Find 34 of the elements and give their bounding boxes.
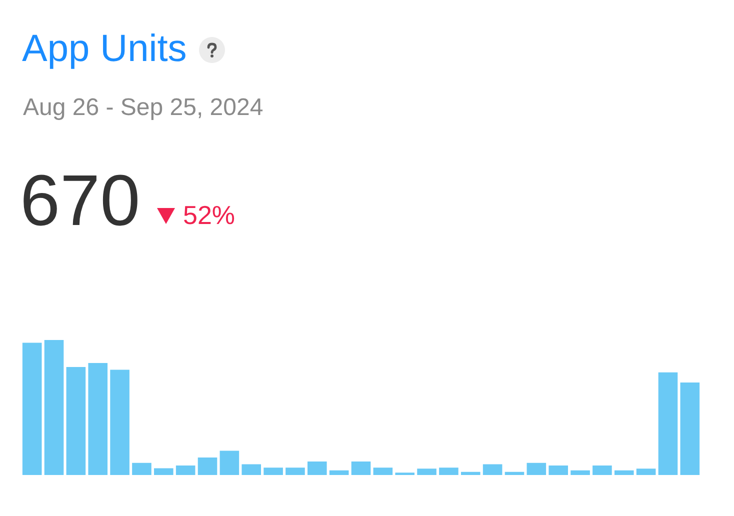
bar [570, 470, 590, 475]
text: 670 [20, 160, 140, 242]
bar [329, 470, 349, 475]
chart-title: App Units [22, 28, 187, 71]
bar [592, 466, 612, 475]
bar [373, 468, 393, 475]
bar [417, 468, 436, 475]
bar [22, 342, 42, 475]
bar [526, 462, 546, 475]
bar [351, 462, 371, 475]
bar [154, 468, 174, 475]
bar [482, 464, 502, 475]
bar [504, 472, 524, 475]
bar [460, 472, 480, 475]
bar [242, 464, 262, 475]
bar [176, 466, 196, 475]
bar [658, 372, 678, 475]
bar [636, 468, 656, 475]
bar [680, 382, 700, 475]
bar [264, 468, 283, 475]
bar [132, 462, 152, 475]
bar [286, 468, 305, 475]
bar [88, 362, 108, 475]
bar [66, 367, 86, 475]
bar [307, 462, 327, 475]
bar [198, 457, 218, 475]
bar [110, 370, 130, 475]
bar [439, 468, 458, 475]
text: 52% [183, 200, 236, 231]
bar [614, 470, 634, 475]
bar [220, 450, 240, 475]
chart-subtitle: Aug 26 - Sep 25, 2024 [23, 94, 264, 122]
bar [44, 340, 64, 475]
bar [548, 466, 568, 475]
